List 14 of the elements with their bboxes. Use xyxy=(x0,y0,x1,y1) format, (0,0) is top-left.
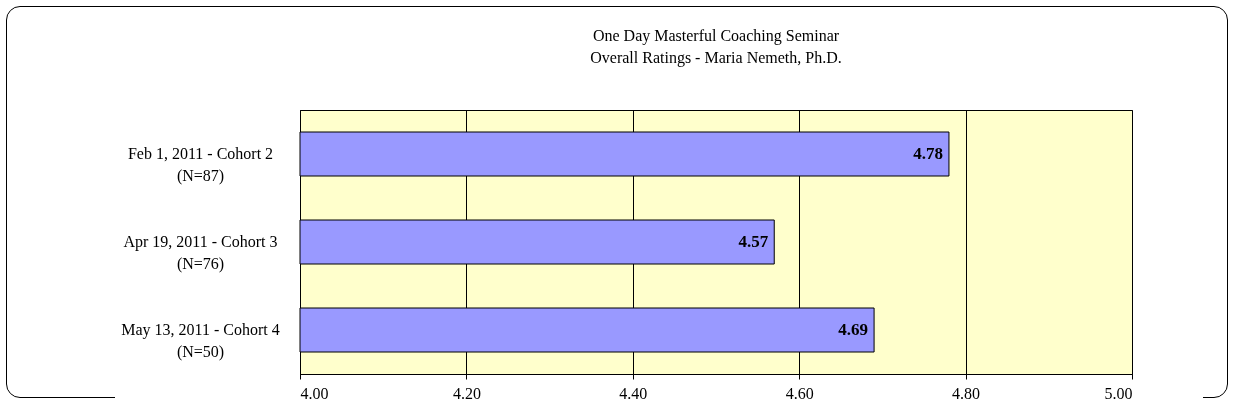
x-tick-label: 4.20 xyxy=(452,384,481,402)
chart-title: One Day Masterful Coaching Seminar xyxy=(592,27,840,45)
x-tick-label: 4.80 xyxy=(952,384,981,402)
y-tick-label: Feb 1, 2011 - Cohort 2 (N=87) xyxy=(127,145,274,185)
y-tick-label: Apr 19, 2011 - Cohort 3 (N=76) xyxy=(123,233,278,273)
x-tick-label: 4.00 xyxy=(300,384,329,402)
x-tick-label: 5.00 xyxy=(1104,384,1133,402)
x-tick-label: 4.40 xyxy=(619,384,648,402)
x-tick-label: 4.60 xyxy=(785,384,814,402)
data-label: 4.78 xyxy=(913,144,943,163)
y-tick-label: May 13, 2011 - Cohort 4 (N=50) xyxy=(121,321,280,361)
data-label: 4.57 xyxy=(738,232,769,251)
data-label: 4.69 xyxy=(838,320,869,339)
chart-subtitle: Overall Ratings - Maria Nemeth, Ph.D. xyxy=(590,49,842,67)
